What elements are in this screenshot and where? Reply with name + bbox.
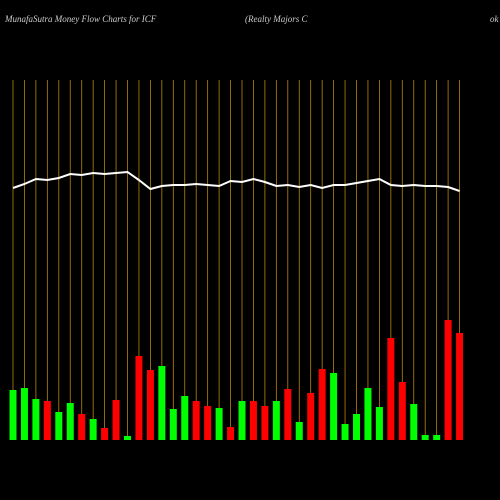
bar (227, 427, 235, 440)
bar (78, 414, 86, 440)
bar (9, 390, 17, 440)
chart-subtitle: (Realty Majors C (245, 14, 308, 24)
bar (318, 369, 326, 440)
bar (32, 399, 40, 440)
bar (375, 407, 383, 440)
bar (158, 366, 166, 440)
bar (330, 373, 338, 440)
bar (249, 401, 257, 440)
bar (410, 404, 418, 440)
bar (353, 414, 360, 440)
bar (89, 419, 97, 440)
bar (215, 408, 223, 440)
bar (364, 388, 372, 440)
bar (456, 333, 464, 440)
bar (66, 403, 74, 440)
bar (398, 382, 406, 440)
bar (433, 435, 441, 440)
bar (444, 320, 452, 440)
bar (169, 409, 177, 440)
bar (387, 338, 395, 440)
bar (204, 406, 212, 440)
bar (146, 370, 154, 440)
chart-title-right: ok (490, 14, 500, 24)
bar (421, 435, 429, 440)
bar (272, 401, 280, 440)
bar (181, 396, 189, 440)
bar (101, 428, 109, 440)
bar (192, 401, 200, 440)
bar (341, 424, 349, 440)
chart-title: MunafaSutra Money Flow Charts for ICF (4, 14, 157, 24)
bar (124, 436, 131, 440)
bar (238, 401, 246, 440)
bar (295, 422, 303, 440)
bar (261, 406, 269, 440)
bar (20, 388, 28, 440)
bar (284, 389, 292, 440)
bar (135, 356, 143, 440)
bar (55, 412, 63, 440)
bar (43, 401, 51, 440)
money-flow-line (12, 170, 460, 192)
bar (112, 400, 120, 440)
bar (307, 393, 315, 440)
